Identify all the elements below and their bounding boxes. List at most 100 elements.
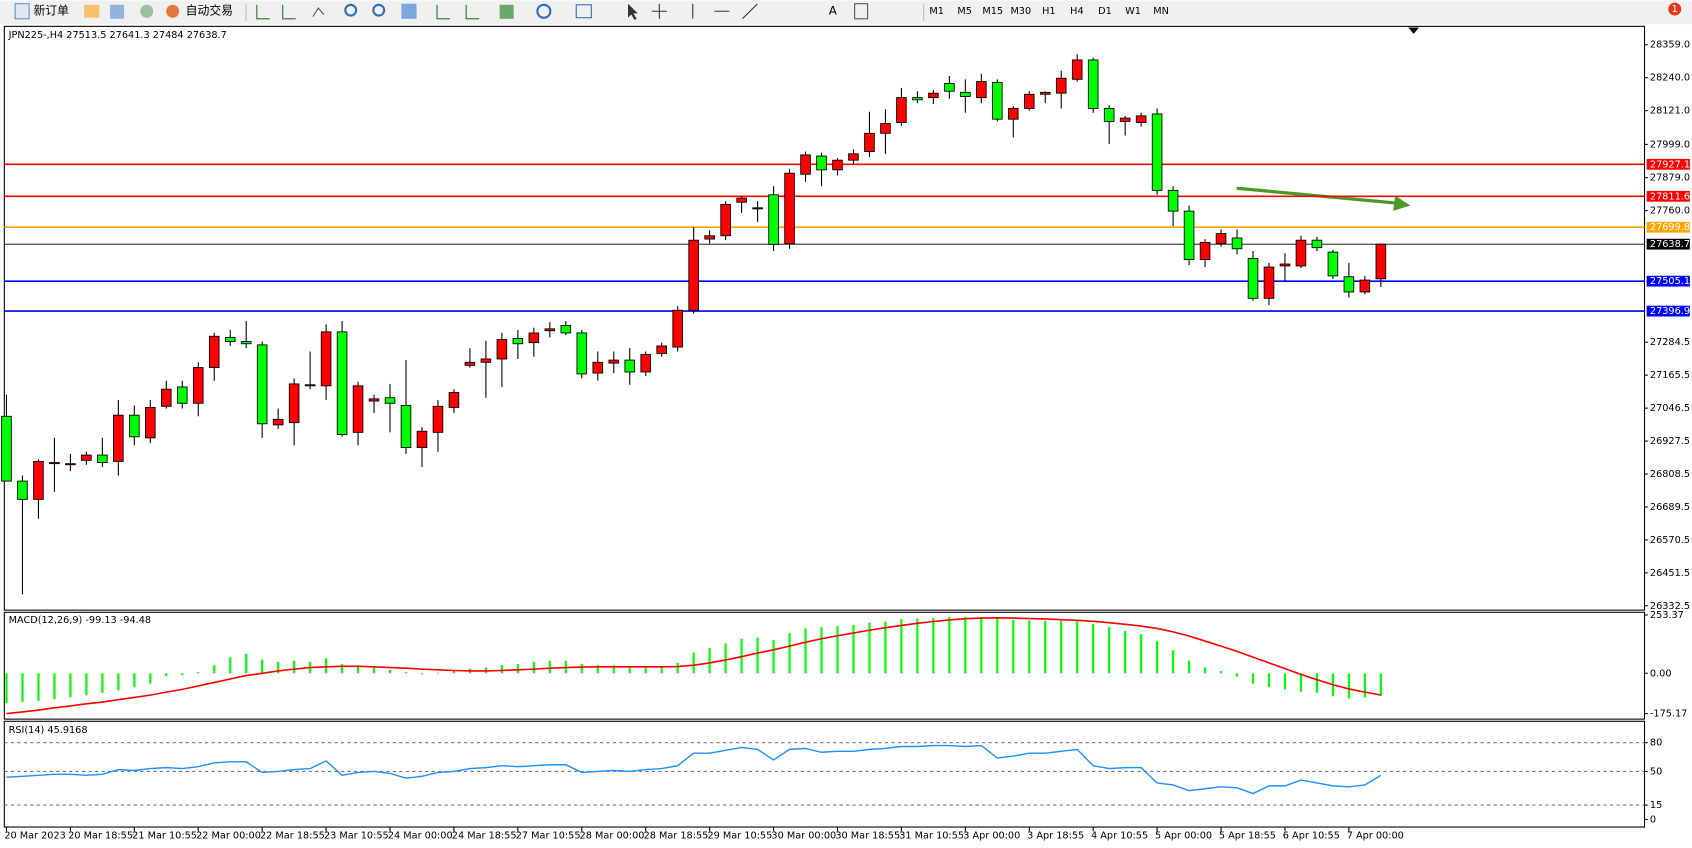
candle-body (400, 405, 412, 449)
candle-body (113, 414, 124, 462)
candle-body (704, 235, 715, 240)
candle-body (1183, 210, 1195, 261)
cursor-icon[interactable] (628, 3, 638, 20)
level-label-bg (1646, 221, 1690, 233)
level-label: 27396.9 (1650, 306, 1690, 317)
auto-trading-button[interactable]: 自动交易 (186, 4, 233, 18)
toolbar-buttons: 新订单 自动交易 A M1 M5 M15 M30 H1 H4 D1 W1 MN 1 (14, 2, 1682, 21)
candle-body (960, 91, 971, 97)
candle-body (1008, 107, 1019, 120)
level-label: 27811.6 (1650, 191, 1690, 202)
candle-body (912, 97, 923, 101)
level-label: 27505.1 (1650, 276, 1690, 287)
toolbar-icon[interactable] (140, 4, 154, 18)
new-order-icon[interactable] (14, 3, 30, 20)
templates-icon[interactable] (575, 4, 592, 19)
zoom-out-icon[interactable] (372, 3, 386, 17)
macd-header: MACD(12,26,9) -99.13 -94.48 (9, 615, 151, 626)
level-label-bg (1646, 275, 1690, 287)
candle-body (784, 172, 795, 244)
toolbar-icon[interactable] (110, 4, 125, 19)
candle-body (145, 407, 156, 439)
label-tool-icon[interactable] (854, 3, 869, 20)
candle-body (129, 414, 140, 438)
candle-body (1039, 91, 1051, 95)
candle-body (288, 383, 300, 424)
level-label: 27927.1 (1650, 159, 1690, 170)
candle-body (1295, 239, 1307, 267)
candle-body (304, 384, 316, 387)
price-label-bg (1646, 238, 1690, 250)
candle-body (800, 154, 811, 175)
period-button[interactable]: M30 (1010, 6, 1031, 17)
last-high: 27641.3 (110, 30, 150, 41)
new-order-button[interactable]: 新订单 (33, 4, 69, 18)
candle-body (176, 386, 188, 404)
draw-tool-icons[interactable] (651, 3, 758, 20)
period-button[interactable]: M1 (929, 6, 944, 17)
level-label-bg (1646, 158, 1690, 170)
period-button[interactable]: D1 (1098, 6, 1112, 17)
candle-body (1375, 243, 1387, 280)
candle-body (336, 331, 348, 436)
notification-count: 1 (1672, 4, 1678, 15)
candle-body (896, 97, 907, 123)
x-tick-label: 20 Mar 18:55 (68, 831, 133, 842)
candle-body (1087, 59, 1099, 109)
candle-body (1151, 113, 1163, 191)
y-tick-label: 26570.5 (1650, 535, 1690, 546)
x-tick-label: 23 Mar 10:55 (324, 831, 389, 842)
candle-body (512, 338, 524, 345)
toolbar-icon[interactable] (84, 4, 100, 18)
period-button[interactable]: W1 (1125, 6, 1141, 17)
y-tick-label: 27046.5 (1650, 403, 1690, 414)
candle-body (1279, 263, 1291, 267)
x-tick-label: 5 Apr 18:55 (1219, 831, 1276, 842)
y-tick-label: 27999.0 (1650, 139, 1690, 150)
x-tick-label: 22 Mar 00:00 (196, 831, 261, 842)
candle-body (1343, 276, 1355, 293)
auto-trading-icon[interactable] (166, 4, 180, 18)
y-tick-label: 27879.0 (1650, 173, 1690, 184)
candle-body (848, 153, 859, 161)
periods-icon[interactable] (536, 3, 552, 19)
candle-body (384, 397, 396, 404)
notification-badge[interactable] (1668, 2, 1682, 16)
period-button[interactable]: H4 (1070, 6, 1083, 17)
period-button[interactable]: M15 (982, 6, 1003, 17)
y-tick-label: 26808.5 (1650, 469, 1690, 480)
zoom-in-icon[interactable] (344, 3, 358, 17)
signal-line (6, 617, 1382, 715)
candle-body (192, 367, 204, 404)
period-button[interactable]: M5 (957, 6, 972, 17)
level-label-bg (1646, 190, 1690, 202)
candle-body (944, 83, 955, 92)
indicators-icon[interactable] (499, 4, 514, 19)
candle-body (496, 339, 508, 360)
candle-body (81, 454, 92, 461)
tile-icon[interactable] (401, 3, 417, 19)
y-tick-label: 0 (1650, 814, 1656, 825)
macd-signal: -94.48 (120, 615, 151, 626)
candle-body (256, 344, 268, 425)
candle-body (1023, 93, 1035, 109)
x-tick-label: 7 Apr 00:00 (1347, 831, 1404, 842)
period-button[interactable]: MN (1153, 6, 1169, 17)
period-button[interactable]: H1 (1042, 6, 1055, 17)
text-tool[interactable]: A (829, 4, 838, 18)
x-tick-label: 28 Mar 00:00 (580, 831, 645, 842)
y-tick-label: 15 (1650, 800, 1662, 811)
y-tick-label: 26927.5 (1650, 436, 1690, 447)
candle-body (976, 81, 987, 99)
macd-title: MACD(12,26,9) (9, 615, 83, 626)
scroll-icons[interactable] (436, 4, 480, 20)
candle-body (160, 388, 172, 407)
chart-type-icons[interactable] (256, 4, 325, 20)
candle-body (752, 207, 763, 210)
candle-body (448, 392, 460, 408)
candle-body (208, 335, 220, 368)
y-tick-label: 28359.0 (1650, 40, 1690, 51)
candle-body (464, 361, 476, 366)
